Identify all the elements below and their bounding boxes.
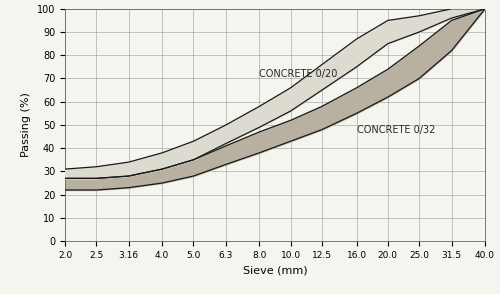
Y-axis label: Passing (%): Passing (%)	[22, 93, 32, 157]
Text: CONCRETE 0/20: CONCRETE 0/20	[260, 69, 338, 79]
Text: CONCRETE 0/32: CONCRETE 0/32	[356, 125, 435, 135]
X-axis label: Sieve (mm): Sieve (mm)	[242, 265, 308, 275]
